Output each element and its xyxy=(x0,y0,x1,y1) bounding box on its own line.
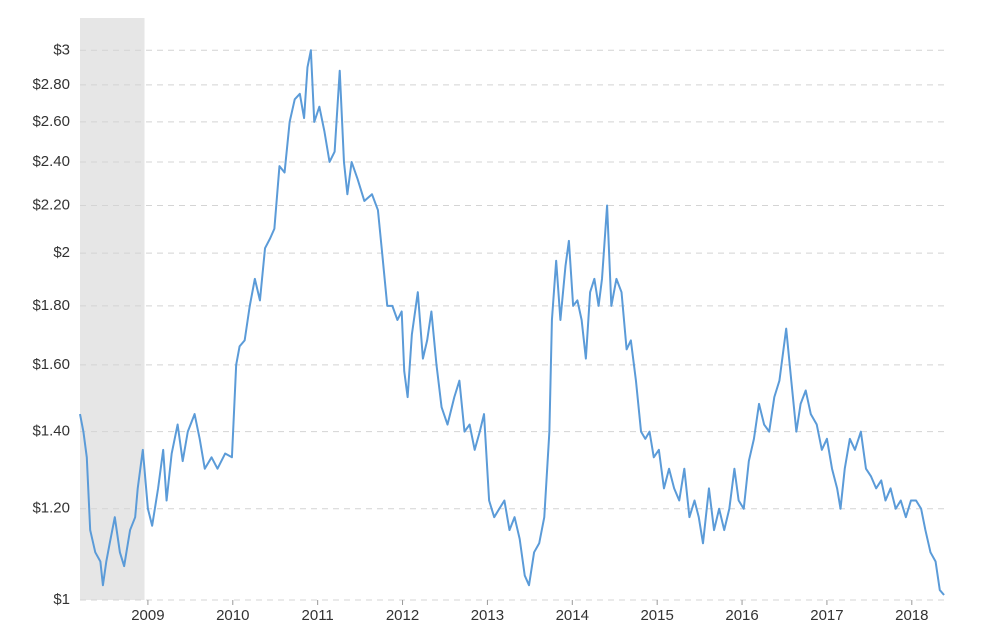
shaded-region xyxy=(80,18,145,600)
x-tick-label: 2009 xyxy=(131,607,164,624)
y-tick-label: $3 xyxy=(53,41,70,58)
x-tick-label: 2011 xyxy=(302,607,334,624)
y-tick-label: $2.20 xyxy=(32,196,70,213)
y-tick-label: $1.60 xyxy=(32,356,70,373)
y-tick-label: $2.60 xyxy=(32,113,70,130)
y-tick-label: $1 xyxy=(53,591,70,608)
x-tick-label: 2018 xyxy=(895,607,928,624)
y-tick-label: $2 xyxy=(53,244,70,261)
x-tick-label: 2017 xyxy=(810,607,843,624)
y-tick-label: $1.80 xyxy=(32,297,70,314)
x-tick-label: 2015 xyxy=(640,607,673,624)
y-tick-label: $2.80 xyxy=(32,76,70,93)
x-tick-label: 2012 xyxy=(386,607,419,624)
y-tick-label: $1.40 xyxy=(32,423,70,440)
y-tick-label: $2.40 xyxy=(32,153,70,170)
price-line xyxy=(79,49,945,596)
x-tick-label: 2016 xyxy=(725,607,758,624)
x-tick-label: 2013 xyxy=(471,607,504,624)
x-tick-label: 2010 xyxy=(216,607,249,624)
y-tick-label: $1.20 xyxy=(32,500,70,517)
x-tick-label: 2014 xyxy=(556,607,589,624)
